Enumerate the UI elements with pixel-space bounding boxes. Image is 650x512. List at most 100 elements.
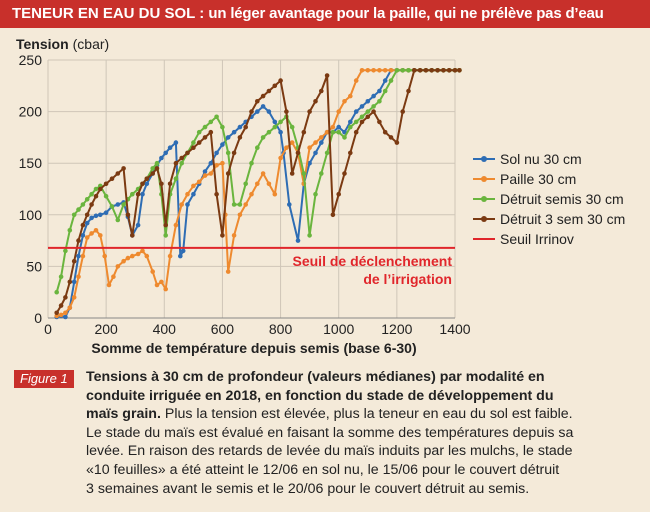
point-1 <box>179 202 184 207</box>
x-tick-label: 600 <box>211 321 235 337</box>
point-2 <box>382 88 388 94</box>
point-2 <box>163 233 168 238</box>
point-3 <box>80 222 86 228</box>
caption-bold-3: maïs grain. <box>86 406 161 423</box>
x-tick-label: 200 <box>94 321 118 337</box>
point-0 <box>93 213 99 219</box>
point-3 <box>249 109 254 114</box>
point-1 <box>348 93 353 99</box>
point-1 <box>185 191 190 197</box>
point-3 <box>365 114 371 120</box>
point-2 <box>359 114 365 120</box>
point-0 <box>180 248 186 254</box>
point-1 <box>249 191 254 197</box>
title-rest: un léger avantage pour la paille, qui ne… <box>208 5 604 22</box>
point-0 <box>185 202 190 207</box>
point-2 <box>353 119 359 125</box>
point-1 <box>243 202 248 207</box>
point-3 <box>159 181 164 187</box>
caption-line-7: 3 semaines avant le semis et le 20/06 po… <box>86 480 530 497</box>
point-3 <box>89 202 94 207</box>
series-line-0 <box>56 69 460 318</box>
point-1 <box>154 282 160 288</box>
point-2 <box>54 289 59 295</box>
point-3 <box>446 68 452 73</box>
point-0 <box>220 142 225 147</box>
point-0 <box>135 222 141 228</box>
y-tick-label: 50 <box>26 258 42 274</box>
point-3 <box>231 150 237 156</box>
point-2 <box>150 166 155 171</box>
point-2 <box>278 119 283 125</box>
point-3 <box>457 68 462 73</box>
point-1 <box>173 222 179 228</box>
legend-label: Sol nu 30 cm <box>500 151 582 167</box>
point-0 <box>214 150 219 156</box>
point-2 <box>307 233 312 238</box>
point-0 <box>266 109 272 114</box>
point-0 <box>353 109 359 114</box>
point-1 <box>125 255 131 261</box>
point-2 <box>272 124 278 130</box>
point-1 <box>115 264 121 269</box>
point-3 <box>301 129 307 135</box>
point-1 <box>98 233 103 238</box>
point-3 <box>295 150 301 156</box>
point-1 <box>289 140 295 145</box>
point-2 <box>260 135 266 140</box>
point-0 <box>260 104 266 109</box>
point-2 <box>115 217 121 223</box>
point-3 <box>135 191 141 197</box>
point-1 <box>359 68 365 73</box>
point-0 <box>319 140 324 145</box>
point-1 <box>84 235 90 240</box>
point-2 <box>196 129 202 135</box>
x-tick-label: 800 <box>269 321 293 337</box>
caption-line-3: maïs grain. Plus la tension est élevée, … <box>86 405 642 424</box>
point-3 <box>220 233 225 238</box>
point-3 <box>173 160 179 166</box>
point-1 <box>150 269 155 274</box>
point-1 <box>130 253 135 259</box>
point-1 <box>76 274 81 279</box>
point-1 <box>106 282 112 288</box>
point-3 <box>272 83 278 89</box>
point-2 <box>301 171 307 176</box>
point-2 <box>67 228 73 233</box>
point-3 <box>163 222 168 228</box>
point-3 <box>125 212 131 218</box>
point-2 <box>80 202 86 207</box>
point-1 <box>202 173 208 178</box>
point-1 <box>371 68 376 73</box>
point-0 <box>144 181 150 187</box>
point-3 <box>103 181 109 187</box>
point-1 <box>231 233 237 238</box>
point-0 <box>278 129 283 135</box>
point-2 <box>249 160 254 166</box>
point-3 <box>67 279 73 285</box>
x-tick-label: 1400 <box>439 321 470 337</box>
figure-label: Figure 1 <box>14 370 74 388</box>
point-3 <box>429 68 435 73</box>
point-1 <box>254 181 260 187</box>
point-2 <box>84 197 90 202</box>
point-3 <box>278 78 283 83</box>
point-1 <box>111 274 116 279</box>
point-2 <box>202 124 208 130</box>
point-3 <box>353 129 359 135</box>
point-3 <box>225 171 231 176</box>
legend-label: Détruit 3 sem 30 cm <box>500 211 625 227</box>
point-3 <box>63 295 68 300</box>
point-0 <box>237 124 243 130</box>
point-3 <box>93 193 99 199</box>
point-2 <box>348 124 353 130</box>
point-2 <box>225 150 231 156</box>
point-2 <box>58 274 64 279</box>
point-0 <box>313 150 318 156</box>
point-0 <box>71 279 77 285</box>
point-2 <box>365 109 371 114</box>
point-3 <box>412 68 417 73</box>
point-0 <box>140 191 145 197</box>
point-3 <box>58 303 64 308</box>
point-3 <box>406 88 411 94</box>
